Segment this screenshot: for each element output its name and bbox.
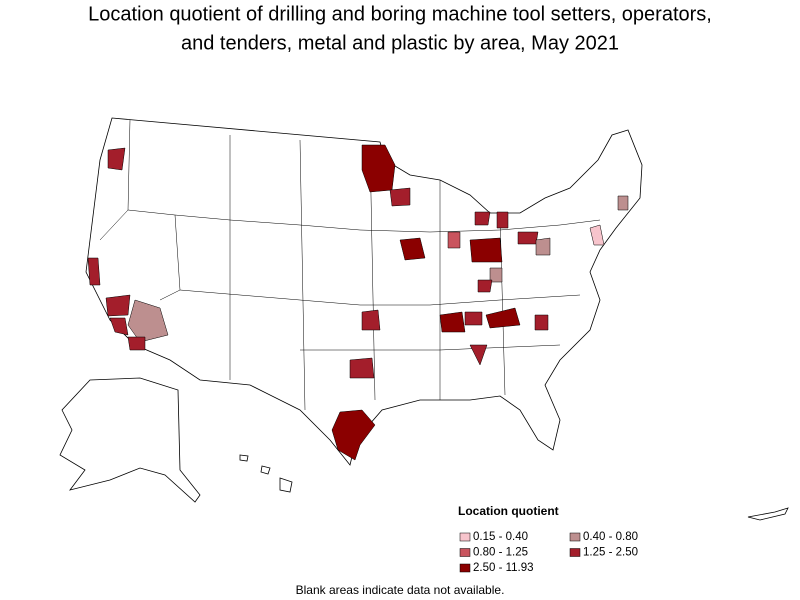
area [489,267,503,283]
state-borders [127,209,181,301]
map [59,117,789,521]
area [477,279,493,293]
title-line: Location quotient of drilling and boring… [88,3,712,25]
legend-swatch [459,548,471,557]
area [87,257,101,286]
state-borders [300,344,561,351]
area [127,336,146,351]
state-borders [179,289,581,306]
area [474,211,491,226]
legend-label: 1.25 - 2.50 [583,547,638,559]
area [535,237,551,256]
hawaii-island [279,477,293,493]
area [399,237,426,261]
area [517,231,539,245]
hawaii-island [260,465,271,475]
legend-swatch [569,548,581,557]
legend-swatch [459,563,471,573]
area [107,147,126,171]
area [617,195,629,211]
contiguous-us [85,117,643,466]
area [349,357,375,379]
legend-label: 0.15 - 0.40 [473,531,528,543]
area [439,311,466,333]
footnote: Blank areas indicate data not available. [296,583,505,597]
area [127,299,169,343]
area [534,314,549,331]
title-line: and tenders, metal and plastic by area, … [181,32,619,54]
area [331,409,376,461]
legend-label: 0.80 - 1.25 [473,547,528,559]
alaska [59,377,201,503]
area [469,344,488,366]
area [389,187,411,207]
area [447,231,461,249]
map-areas [87,144,629,461]
area [361,309,381,331]
hawaii-island [239,454,249,462]
state-borders [299,139,306,411]
area [464,311,483,326]
legend-label: 0.40 - 0.80 [583,531,638,543]
area [109,317,129,336]
legend: Location quotient 0.15 - 0.40 0.40 - 0.80… [458,504,638,574]
legend-title: Location quotient [458,504,559,518]
legend-swatch [569,532,581,542]
legend-swatch [459,532,471,542]
area [105,294,131,317]
area [496,211,509,229]
legend-label: 2.50 - 11.93 [473,562,534,574]
state-borders [174,214,601,233]
puerto-rico [747,507,789,521]
area [485,307,521,329]
area [589,224,605,246]
area [469,237,503,263]
